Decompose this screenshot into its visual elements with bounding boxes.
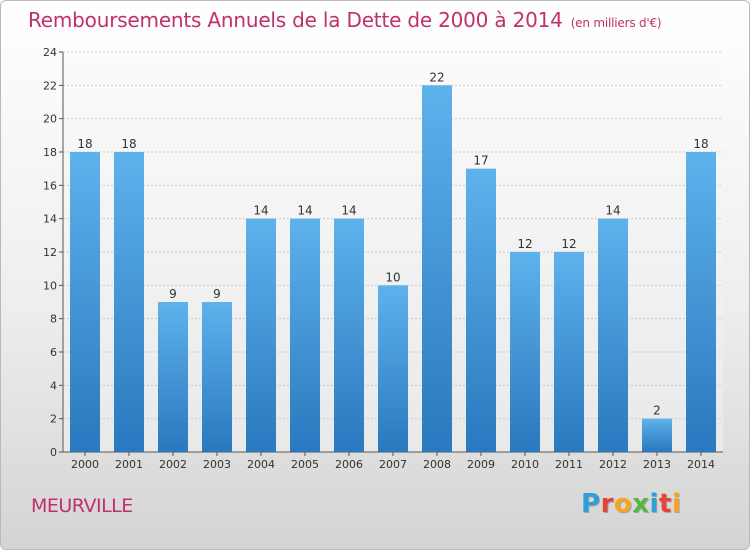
bar-2002 <box>158 302 188 452</box>
x-tick-label-2013: 2013 <box>643 458 671 471</box>
y-tick-label: 8 <box>50 313 57 326</box>
bar-2005 <box>290 218 320 452</box>
logo-letter: x <box>632 489 650 519</box>
x-tick-label-2002: 2002 <box>159 458 187 471</box>
y-tick-label: 4 <box>50 379 57 392</box>
x-tick-label-2014: 2014 <box>687 458 715 471</box>
bar-2009 <box>466 168 496 452</box>
value-label-2000: 18 <box>77 137 92 151</box>
x-tick-label-2010: 2010 <box>511 458 539 471</box>
logo-letter: i <box>649 489 659 519</box>
value-label-2006: 14 <box>341 204 356 218</box>
chart-title: Remboursements Annuels de la Dette de 20… <box>28 8 662 32</box>
bar-2007 <box>378 285 408 452</box>
y-tick-label: 6 <box>50 346 57 359</box>
y-tick-label: 0 <box>50 446 57 459</box>
y-tick-label: 10 <box>43 279 57 292</box>
bar-2006 <box>334 218 364 452</box>
bar-2004 <box>246 218 276 452</box>
x-tick-label-2004: 2004 <box>247 458 275 471</box>
bar-2008 <box>422 85 452 452</box>
x-tick-label-2007: 2007 <box>379 458 407 471</box>
chart-title-text: Remboursements Annuels de la Dette de 20… <box>28 8 563 32</box>
logo-letter: P <box>581 489 601 519</box>
y-tick-label: 2 <box>50 413 57 426</box>
value-label-2011: 12 <box>561 237 576 251</box>
value-label-2014: 18 <box>693 137 708 151</box>
bar-2001 <box>114 152 144 452</box>
value-label-2004: 14 <box>253 204 268 218</box>
x-tick-label-2005: 2005 <box>291 458 319 471</box>
y-tick-label: 14 <box>43 213 57 226</box>
y-tick-label: 12 <box>43 246 57 259</box>
value-label-2001: 18 <box>121 137 136 151</box>
bar-2013 <box>642 418 672 452</box>
x-tick-label-2003: 2003 <box>203 458 231 471</box>
proxiti-logo: Proxiti <box>581 489 681 519</box>
logo-letter: t <box>658 489 672 519</box>
y-tick-label: 16 <box>43 179 57 192</box>
logo-letter: r <box>600 489 614 519</box>
bar-2010 <box>510 252 540 452</box>
value-label-2010: 12 <box>517 237 532 251</box>
value-label-2005: 14 <box>297 204 312 218</box>
value-label-2008: 22 <box>429 70 444 84</box>
bar-2011 <box>554 252 584 452</box>
y-tick-label: 22 <box>43 79 57 92</box>
value-label-2003: 9 <box>213 287 221 301</box>
x-tick-label-2008: 2008 <box>423 458 451 471</box>
x-tick-label-2012: 2012 <box>599 458 627 471</box>
value-label-2007: 10 <box>385 270 400 284</box>
x-tick-label-2011: 2011 <box>555 458 583 471</box>
logo-letter: o <box>613 489 633 519</box>
x-tick-label-2000: 2000 <box>71 458 99 471</box>
x-tick-label-2006: 2006 <box>335 458 363 471</box>
y-tick-label: 18 <box>43 146 57 159</box>
chart-unit: (en milliers d'€) <box>570 16 662 30</box>
y-tick-label: 24 <box>43 46 57 59</box>
logo-letter: i <box>671 489 682 519</box>
value-label-2009: 17 <box>473 154 488 168</box>
bar-2000 <box>70 152 100 452</box>
value-label-2002: 9 <box>169 287 177 301</box>
x-tick-label-2001: 2001 <box>115 458 143 471</box>
commune-name: MEURVILLE <box>31 495 133 517</box>
bar-2014 <box>686 152 716 452</box>
value-label-2012: 14 <box>605 204 620 218</box>
x-tick-label-2009: 2009 <box>467 458 495 471</box>
bar-2012 <box>598 218 628 452</box>
value-label-2013: 2 <box>653 404 661 418</box>
y-tick-label: 20 <box>43 113 57 126</box>
bar-2003 <box>202 302 232 452</box>
